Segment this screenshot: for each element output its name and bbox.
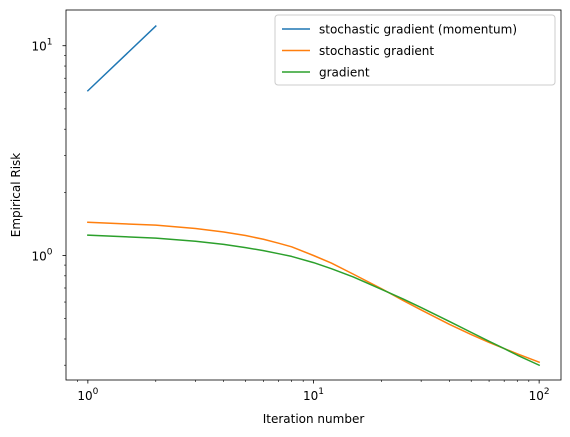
legend-label-1: stochastic gradient (momentum) <box>319 23 517 37</box>
y-tick-label: 101 <box>31 38 52 54</box>
y-axis-label: Empirical Risk <box>9 153 23 238</box>
legend-label-3: gradient <box>319 66 370 80</box>
legend: stochastic gradient (momentum) stochastic… <box>274 14 556 86</box>
y-tick-label: 100 <box>31 248 52 264</box>
series-line-2 <box>87 221 541 364</box>
legend-box <box>274 14 556 86</box>
x-tick-label: 101 <box>303 387 324 403</box>
axis-ticks: 100 101 102 100 101 <box>31 38 549 403</box>
x-tick-label: 102 <box>529 387 550 403</box>
series-line-3 <box>87 234 541 367</box>
series-line-1 <box>86 25 157 92</box>
x-axis-label: Iteration number <box>263 412 365 426</box>
plot-series <box>86 25 541 367</box>
legend-label-2: stochastic gradient <box>319 44 434 58</box>
x-tick-label: 100 <box>77 387 98 403</box>
